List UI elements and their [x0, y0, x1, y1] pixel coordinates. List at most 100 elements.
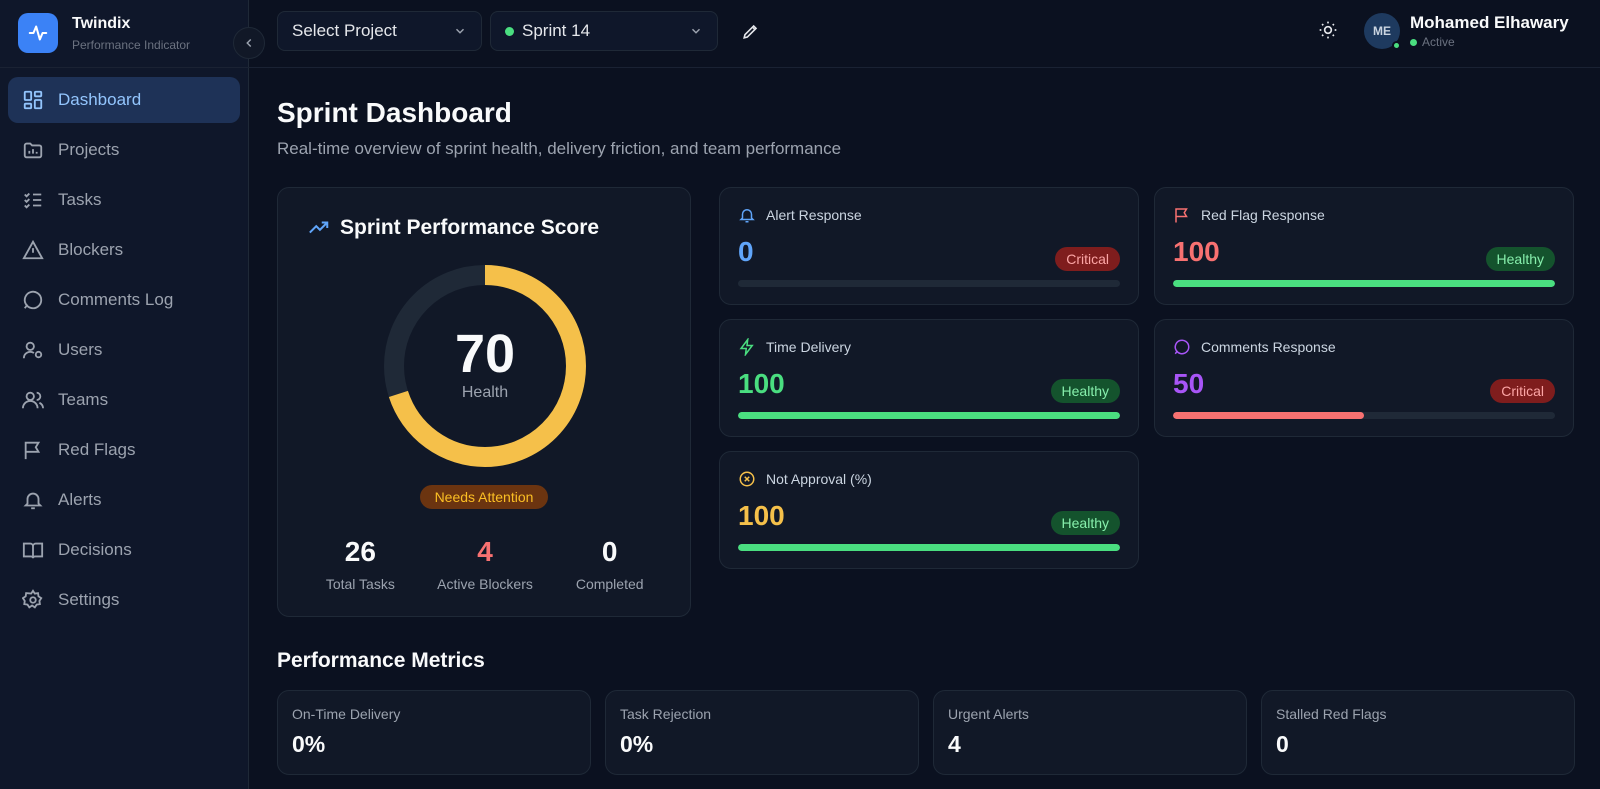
alert-response-card: Alert Response 0 Critical [719, 187, 1139, 305]
sidebar-item-label: Users [58, 340, 103, 359]
online-indicator [1392, 41, 1401, 50]
dashboard-icon [23, 90, 43, 110]
brand-name: Twindix [72, 14, 131, 32]
progress-bar [738, 412, 1120, 419]
sidebar-item-label: Alerts [58, 490, 102, 509]
metric-header: Red Flag Response [1173, 206, 1325, 224]
metric-label: Stalled Red Flags [1276, 706, 1387, 722]
x-circle-icon [739, 471, 755, 487]
sprint-select-value: Sprint 14 [522, 21, 591, 40]
metric-value: 4 [948, 731, 961, 757]
metric-header: Not Approval (%) [738, 470, 872, 488]
progress-bar [738, 280, 1120, 287]
theme-toggle-button[interactable] [1318, 20, 1338, 45]
metric-header: Comments Response [1173, 338, 1336, 356]
sidebar-nav: Dashboard Projects Tasks Blockers Commen… [8, 77, 240, 627]
sidebar-item-label: Settings [58, 590, 120, 609]
metric-header: Alert Response [738, 206, 862, 224]
sidebar-item-projects[interactable]: Projects [8, 127, 240, 173]
stat-value: 0 [601, 536, 618, 567]
health-label: Health [461, 384, 509, 401]
stat-total-tasks: 26 Total Tasks [298, 536, 423, 592]
progress-bar [738, 544, 1120, 551]
metric-label: Urgent Alerts [948, 706, 1029, 722]
user-status-label: Active [1422, 35, 1455, 49]
on-time-delivery-card: On-Time Delivery 0% [277, 690, 591, 775]
task-rejection-card: Task Rejection 0% [605, 690, 919, 775]
progress-fill [738, 412, 1120, 419]
metric-value: 100 [738, 500, 785, 531]
sidebar-item-users[interactable]: Users [8, 327, 240, 373]
score-title-text: Sprint Performance Score [340, 216, 600, 239]
metric-value: 50 [1173, 368, 1205, 399]
sidebar-item-teams[interactable]: Teams [8, 377, 240, 423]
pulse-icon [18, 13, 58, 53]
red-flag-response-card: Red Flag Response 100 Healthy [1154, 187, 1574, 305]
sidebar-item-decisions[interactable]: Decisions [8, 527, 240, 573]
gear-icon [22, 589, 43, 609]
sidebar-item-label: Tasks [58, 190, 102, 209]
sidebar-item-settings[interactable]: Settings [8, 577, 240, 623]
stat-value: 26 [344, 536, 376, 567]
metric-value: 0 [738, 236, 754, 267]
sidebar-item-label: Projects [58, 140, 120, 159]
status-badge: Healthy [1050, 379, 1120, 403]
sidebar-item-tasks[interactable]: Tasks [8, 177, 240, 223]
collapse-sidebar-button[interactable] [233, 27, 265, 59]
brand[interactable]: Twindix Performance Indicator [18, 13, 190, 53]
bell-icon [23, 492, 43, 510]
sidebar-item-label: Teams [58, 390, 109, 409]
metric-title: Time Delivery [766, 339, 852, 355]
header-divider [0, 67, 1600, 68]
metric-label: Task Rejection [620, 706, 712, 722]
stat-value: 4 [477, 536, 493, 567]
progress-bar [1173, 280, 1555, 287]
sprint-select[interactable]: Sprint 14 [490, 11, 718, 51]
progress-fill [738, 544, 1120, 551]
flag-icon [24, 441, 41, 460]
topbar: Select Project Sprint 14 [277, 11, 762, 51]
page-title: Sprint Dashboard [277, 97, 512, 128]
pencil-icon [742, 24, 757, 39]
avatar-initials: ME [1373, 24, 1391, 38]
urgent-alerts-card: Urgent Alerts 4 [933, 690, 1247, 775]
stat-active-blockers: 4 Active Blockers [423, 536, 548, 592]
project-select[interactable]: Select Project [277, 11, 482, 51]
metric-title: Alert Response [766, 207, 862, 223]
score-card-title: Sprint Performance Score [308, 216, 599, 240]
status-badge: Critical [1055, 247, 1120, 271]
user-gear-icon [22, 341, 43, 359]
metric-value: 100 [738, 368, 785, 399]
comment-icon [1174, 339, 1190, 355]
sidebar-item-alerts[interactable]: Alerts [8, 477, 240, 523]
edit-button[interactable] [738, 19, 762, 43]
gauge-progress [384, 265, 586, 467]
score-stats: 26 Total Tasks 4 Active Blockers 0 Compl… [298, 536, 672, 592]
status-badge: Needs Attention [420, 485, 548, 509]
status-badge: Critical [1490, 379, 1555, 403]
users-icon [22, 391, 44, 409]
trending-up-icon [309, 221, 329, 234]
sidebar-item-comments-log[interactable]: Comments Log [8, 277, 240, 323]
metric-value: 100 [1173, 236, 1220, 267]
warning-icon [22, 239, 44, 260]
sidebar-item-label: Dashboard [58, 90, 142, 109]
sidebar-item-blockers[interactable]: Blockers [8, 227, 240, 273]
avatar: ME [1364, 13, 1401, 50]
folder-icon [23, 142, 43, 159]
progress-bar [1173, 412, 1555, 419]
chevron-left-icon [246, 38, 252, 48]
metric-value: 0% [620, 731, 654, 757]
metric-title: Red Flag Response [1201, 207, 1325, 223]
comments-response-card: Comments Response 50 Critical [1154, 319, 1574, 437]
sidebar: Twindix Performance Indicator Dashboard … [0, 0, 249, 789]
metric-header: Time Delivery [738, 338, 851, 356]
chevron-down-icon [691, 28, 701, 34]
stat-label: Completed [575, 576, 644, 592]
chevron-down-icon [455, 28, 465, 34]
user-menu[interactable]: ME Mohamed Elhawary Active [1364, 13, 1569, 50]
health-gauge [384, 265, 586, 467]
stat-completed: 0 Completed [547, 536, 672, 592]
sidebar-item-dashboard[interactable]: Dashboard [8, 77, 240, 123]
sidebar-item-red-flags[interactable]: Red Flags [8, 427, 240, 473]
